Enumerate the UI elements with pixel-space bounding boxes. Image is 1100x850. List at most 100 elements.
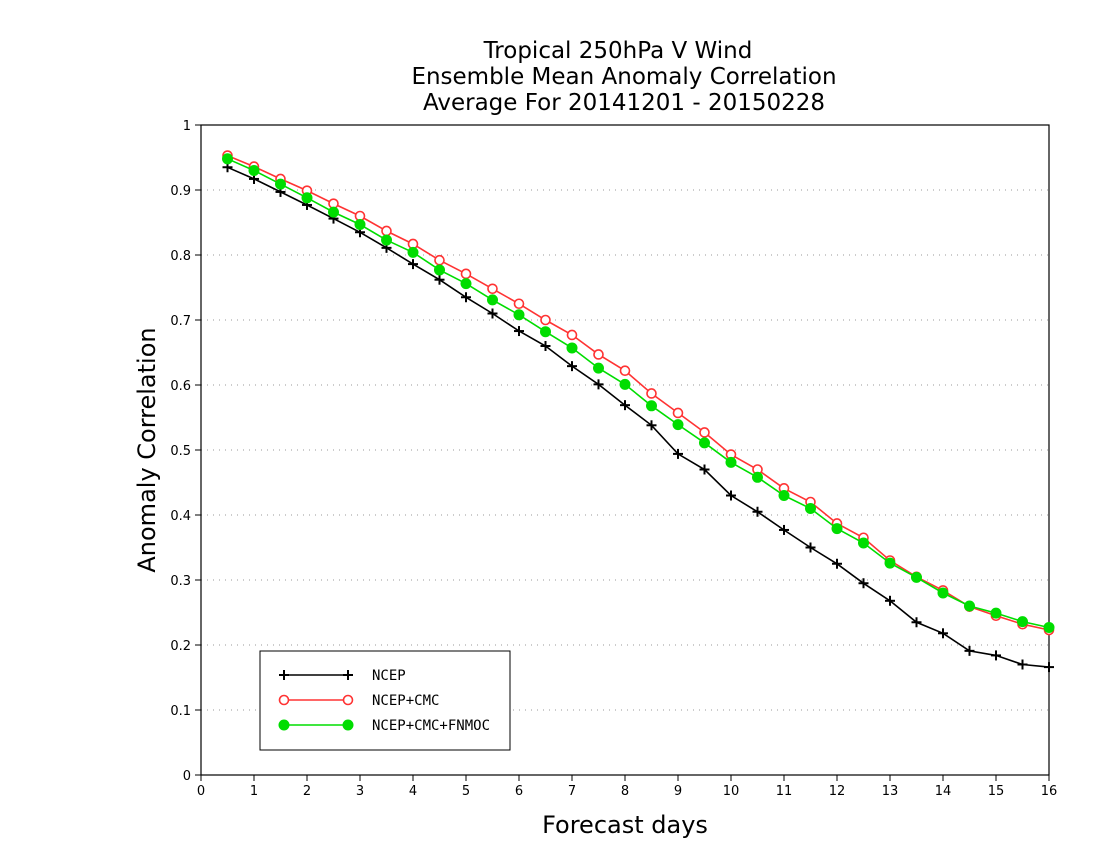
data-point-ncep <box>964 645 975 656</box>
x-tick-label: 12 <box>829 784 846 799</box>
x-tick-label: 5 <box>462 784 470 799</box>
data-point-ncep <box>434 274 445 285</box>
legend-marker <box>278 694 290 706</box>
data-point-ncep-cmc-fnmoc <box>354 218 366 230</box>
data-point-ncep-cmc-fnmoc <box>540 326 551 338</box>
data-point-ncep-cmc-fnmoc <box>778 490 790 501</box>
data-point-ncep-cmc-fnmoc <box>725 456 737 468</box>
chart-title-line-3: Average For 20141201 - 20150228 <box>423 90 825 116</box>
y-tick-label: 0.2 <box>170 639 191 654</box>
legend-label: NCEP <box>372 668 406 684</box>
data-point-ncep-cmc <box>540 314 551 326</box>
series-line-ncep <box>227 166 1050 668</box>
y-tick-label: 1 <box>183 119 191 134</box>
data-point-ncep <box>858 578 869 589</box>
data-point-ncep-cmc-fnmoc <box>301 192 313 204</box>
data-point-ncep-cmc-fnmoc <box>752 471 763 483</box>
x-tick-label: 9 <box>674 784 682 799</box>
data-point-ncep-cmc-fnmoc <box>513 309 525 321</box>
legend-entry-ncep: NCEP <box>279 668 406 684</box>
y-tick-label: 0.6 <box>170 379 191 394</box>
chart-title-line-1: Tropical 250hPa V Wind <box>483 38 753 64</box>
data-point-ncep-cmc-fnmoc <box>593 362 604 374</box>
chart-title-line-2: Ensemble Mean Anomaly Correlation <box>411 64 836 90</box>
data-point-ncep-cmc <box>460 268 472 280</box>
data-point-ncep-cmc-fnmoc <box>381 234 392 246</box>
y-tick-label: 0.4 <box>170 509 191 524</box>
legend-label: NCEP+CMC <box>372 693 439 709</box>
data-point-ncep-cmc-fnmoc <box>407 246 419 258</box>
data-point-ncep <box>646 420 657 431</box>
legend-marker <box>343 670 353 680</box>
data-point-ncep <box>1044 662 1054 673</box>
y-tick-label: 0.1 <box>170 704 191 719</box>
x-tick-label: 1 <box>250 784 258 799</box>
legend-marker <box>278 719 290 731</box>
data-point-ncep-cmc-fnmoc <box>248 165 260 176</box>
data-point-ncep <box>514 326 524 337</box>
x-tick-label: 4 <box>409 784 417 799</box>
series-line-ncep-cmc-fnmoc <box>227 158 1050 629</box>
data-point-ncep-cmc <box>593 349 604 360</box>
x-tick-label: 7 <box>568 784 576 799</box>
data-point-ncep <box>461 292 471 303</box>
data-point-ncep-cmc <box>566 329 578 341</box>
data-point-ncep-cmc-fnmoc <box>275 178 286 190</box>
y-tick-label: 0.7 <box>170 314 191 329</box>
data-point-ncep-cmc-fnmoc <box>1017 616 1028 628</box>
x-tick-label: 16 <box>1041 784 1058 799</box>
series-ncep <box>222 162 1054 673</box>
data-point-ncep <box>699 464 710 475</box>
data-point-ncep-cmc-fnmoc <box>566 342 578 354</box>
data-point-ncep-cmc <box>699 427 710 438</box>
data-point-ncep <box>991 650 1001 661</box>
y-tick-label: 0.9 <box>170 184 191 199</box>
data-point-ncep <box>540 341 551 351</box>
axis-ticks: 00.10.20.30.40.50.60.70.80.910 1 2 3 4 5 6 7 8 9 1… <box>170 119 1057 799</box>
data-point-ncep-cmc-fnmoc <box>964 600 975 612</box>
data-point-ncep-cmc <box>672 407 684 419</box>
x-tick-label: 10 <box>723 784 740 799</box>
data-point-ncep <box>752 506 763 517</box>
data-point-ncep <box>673 448 683 459</box>
series-ncep-cmc-fnmoc <box>222 153 1055 633</box>
y-axis-label: Anomaly Correlation <box>133 327 161 572</box>
data-point-ncep <box>408 259 418 270</box>
data-point-ncep-cmc-fnmoc <box>222 153 233 165</box>
data-point-ncep <box>1017 659 1028 670</box>
legend-entry-ncep-cmc-fnmoc: NCEP+CMC+FNMOC <box>278 718 490 734</box>
y-tick-label: 0 <box>183 769 191 784</box>
x-tick-label: 0 <box>197 784 205 799</box>
data-point-ncep-cmc-fnmoc <box>911 571 922 583</box>
data-point-ncep <box>620 400 630 411</box>
data-point-ncep-cmc <box>646 388 657 399</box>
legend-marker <box>342 694 354 706</box>
y-tick-label: 0.5 <box>170 444 191 459</box>
data-point-ncep-cmc-fnmoc <box>487 294 498 306</box>
x-tick-label: 2 <box>303 784 311 799</box>
data-point-ncep-cmc-fnmoc <box>884 557 896 569</box>
data-point-ncep <box>593 379 604 390</box>
data-point-ncep-cmc <box>487 283 498 295</box>
data-point-ncep <box>885 595 895 606</box>
data-point-ncep-cmc-fnmoc <box>1043 621 1055 633</box>
data-point-ncep-cmc-fnmoc <box>328 206 339 218</box>
data-point-ncep <box>805 542 816 553</box>
data-point-ncep-cmc <box>434 254 445 266</box>
x-tick-label: 15 <box>988 784 1005 799</box>
x-axis-label: Forecast days <box>542 811 708 839</box>
series-layer <box>222 150 1055 673</box>
data-point-ncep-cmc <box>381 225 392 237</box>
x-tick-label: 14 <box>935 784 952 799</box>
y-tick-label: 0.8 <box>170 249 191 264</box>
x-tick-label: 6 <box>515 784 523 799</box>
chart-title: Tropical 250hPa V Wind Ensemble Mean Ano… <box>411 38 836 116</box>
data-point-ncep-cmc-fnmoc <box>460 278 472 290</box>
data-point-ncep-cmc-fnmoc <box>619 378 631 390</box>
data-point-ncep-cmc-fnmoc <box>831 523 843 535</box>
series-ncep-cmc <box>222 150 1055 636</box>
legend-entry-ncep-cmc: NCEP+CMC <box>278 693 439 709</box>
data-point-ncep <box>911 617 922 628</box>
data-point-ncep <box>487 308 498 319</box>
